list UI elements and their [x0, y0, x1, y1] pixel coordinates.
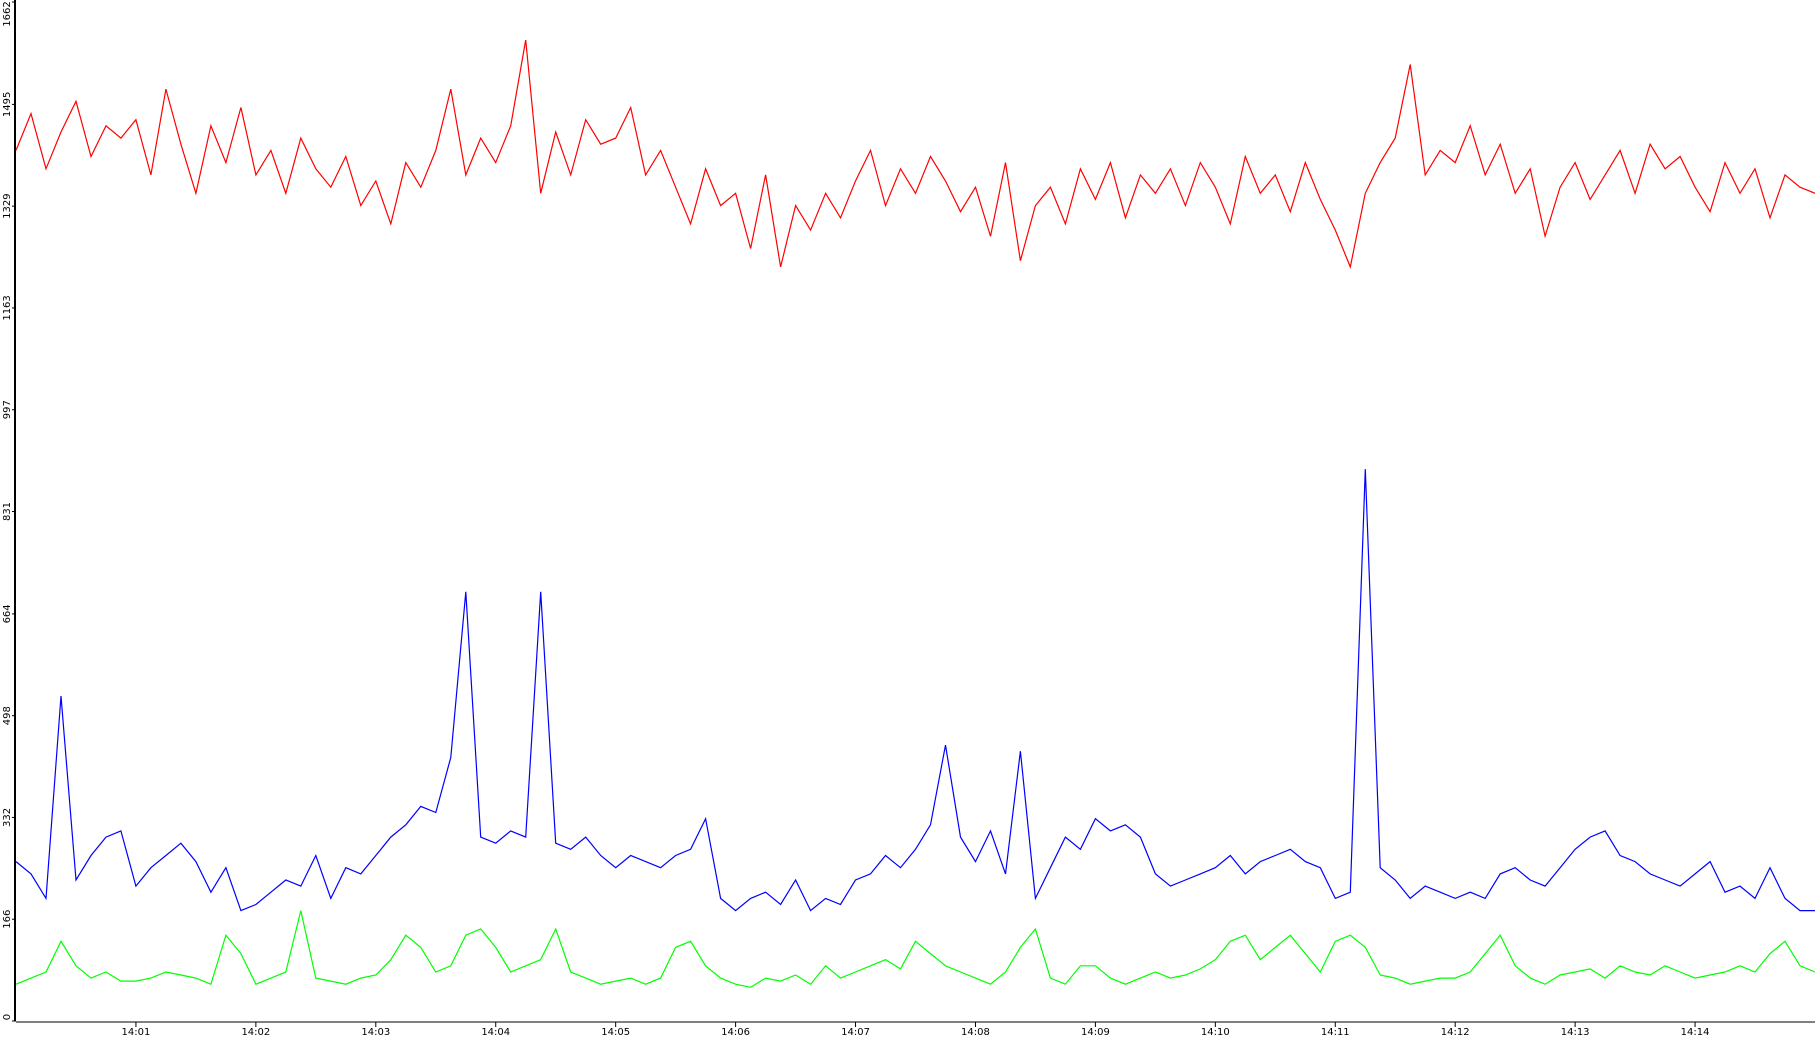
x-tick-label: 14:04 [481, 1027, 510, 1038]
x-tick-label: 14:09 [1081, 1027, 1110, 1038]
x-tick-label: 14:05 [601, 1027, 630, 1038]
y-tick-label: 0 [2, 1014, 13, 1020]
y-tick-label: 664 [2, 604, 13, 623]
series-line [15, 910, 1815, 988]
y-tick-label: 1662 [2, 1, 13, 26]
y-tick-label: 332 [2, 808, 13, 827]
x-tick-label: 14:03 [361, 1027, 390, 1038]
series-line [15, 469, 1815, 912]
x-tick-label: 14:12 [1441, 1027, 1470, 1038]
x-tick-label: 14:10 [1201, 1027, 1230, 1038]
y-tick-label: 1329 [2, 193, 13, 218]
y-tick-label: 831 [2, 502, 13, 521]
x-tick-label: 14:06 [721, 1027, 750, 1038]
series-line [15, 39, 1815, 269]
y-tick-label: 997 [2, 400, 13, 419]
y-tick-label: 1495 [2, 92, 13, 117]
x-tick-label: 14:14 [1681, 1027, 1710, 1038]
y-tick-label: 166 [2, 910, 13, 929]
x-tick-label: 14:08 [961, 1027, 990, 1038]
x-tick-label: 14:11 [1321, 1027, 1350, 1038]
y-tick-label: 1163 [2, 295, 13, 320]
x-tick-label: 14:01 [122, 1027, 151, 1038]
y-tick-label: 498 [2, 706, 13, 725]
x-tick-label: 14:02 [241, 1027, 270, 1038]
x-tick-label: 14:13 [1561, 1027, 1590, 1038]
x-tick-label: 14:07 [841, 1027, 870, 1038]
